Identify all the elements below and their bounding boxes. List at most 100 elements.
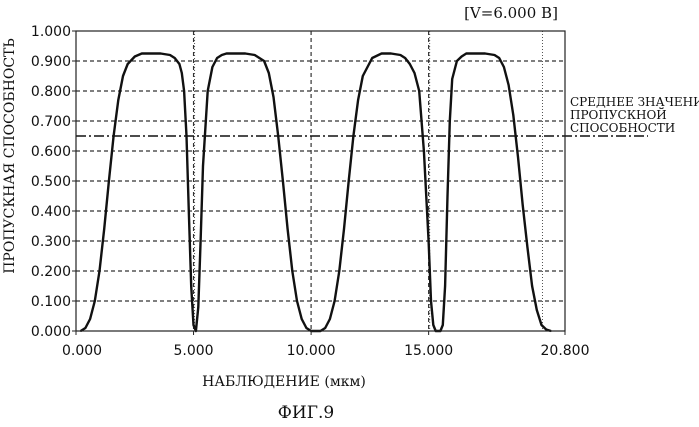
series-point [226, 53, 228, 55]
series-point [541, 324, 543, 326]
y-tick-label: 0.800 [31, 84, 71, 100]
x-tick-label: 15.000 [404, 343, 453, 359]
series-point [150, 53, 152, 55]
y-tick-label: 0.500 [31, 174, 71, 190]
series-point [390, 53, 392, 55]
y-tick-label: 0.700 [31, 114, 71, 130]
x-tick-label: 20.800 [541, 343, 590, 359]
series-point [343, 228, 345, 230]
series-point [181, 72, 183, 74]
series-point [371, 57, 373, 59]
figure-label: ФИГ.9 [278, 403, 334, 423]
mean-label-line-1: СРЕДНЕЕ ЗНАЧЕНИЕ [570, 95, 699, 109]
series-point [103, 228, 105, 230]
series-point [89, 318, 91, 320]
series-point [470, 53, 472, 55]
series-point [475, 53, 477, 55]
y-tick-label: 0.200 [31, 264, 71, 280]
series-point [353, 135, 355, 137]
series-point [301, 318, 303, 320]
series-point [183, 90, 185, 92]
series-point [451, 78, 453, 80]
series-point [508, 84, 510, 86]
series-point [444, 285, 446, 287]
series-point [179, 63, 181, 65]
series-point [447, 195, 449, 197]
series-point [244, 53, 246, 55]
series-point [134, 56, 136, 58]
series-point [188, 210, 190, 212]
series-point [357, 99, 359, 101]
series-point [273, 96, 275, 98]
series-point [108, 180, 110, 182]
series-point [263, 60, 265, 62]
x-tick-label: 0.000 [62, 343, 102, 359]
series-point [432, 324, 434, 326]
mean-label-line-3: СПОСОБНОСТИ [570, 121, 675, 135]
series-point [430, 300, 432, 302]
y-tick-label: 0.900 [31, 54, 71, 70]
series-point [254, 54, 256, 56]
series-point [202, 165, 204, 167]
series-point [461, 56, 463, 58]
series-point [277, 135, 279, 137]
series-point [200, 240, 202, 242]
series-point [117, 99, 119, 101]
y-tick-label: 1.000 [31, 24, 71, 40]
series-point [526, 246, 528, 248]
y-tick-label: 0.000 [31, 324, 71, 340]
voltage-label: [V=6.000 В] [464, 4, 558, 22]
series-point [190, 285, 192, 287]
series-point [122, 75, 124, 77]
series-point [160, 53, 162, 55]
series-point [338, 270, 340, 272]
series-point [498, 57, 500, 59]
series-point [545, 329, 547, 331]
y-axis-label: ПРОПУСКНАЯ СПОСОБНОСТЬ [2, 38, 18, 274]
y-tick-label: 0.100 [31, 294, 71, 310]
series-point [512, 114, 514, 116]
series-point [423, 150, 425, 152]
y-tick-label: 0.400 [31, 204, 71, 220]
series-point [287, 228, 289, 230]
series-point [503, 66, 505, 68]
series-point [418, 90, 420, 92]
series-point [449, 120, 451, 122]
series-point [329, 318, 331, 320]
series-point [282, 180, 284, 182]
series-point [99, 270, 101, 272]
series-point [211, 66, 213, 68]
series-point [484, 53, 486, 55]
series-point [362, 75, 364, 77]
series-point [291, 270, 293, 272]
series-point [494, 54, 496, 56]
y-tick-label: 0.600 [31, 144, 71, 160]
series-point [216, 57, 218, 59]
series-point [193, 324, 195, 326]
series-point [517, 156, 519, 158]
y-tick-label: 0.300 [31, 234, 71, 250]
series-point [221, 54, 223, 56]
series-point [442, 324, 444, 326]
series-point [94, 300, 96, 302]
grid-layer [76, 31, 565, 331]
series-point [235, 53, 237, 55]
x-tick-label: 10.000 [287, 343, 336, 359]
series-point [409, 63, 411, 65]
series-point [174, 57, 176, 59]
series-point [305, 327, 307, 329]
series-point [324, 327, 326, 329]
series-point [113, 135, 115, 137]
series-point [381, 53, 383, 55]
transmittance-series-line [81, 54, 551, 332]
series-point [348, 180, 350, 182]
x-tick-label: 5.000 [174, 343, 214, 359]
series-point [268, 72, 270, 74]
series-point [169, 54, 171, 56]
series-point [428, 240, 430, 242]
series-point [127, 63, 129, 65]
series-point [531, 285, 533, 287]
x-axis-label: НАБЛЮДЕНИЕ (мкм) [202, 374, 366, 390]
series-point [414, 72, 416, 74]
